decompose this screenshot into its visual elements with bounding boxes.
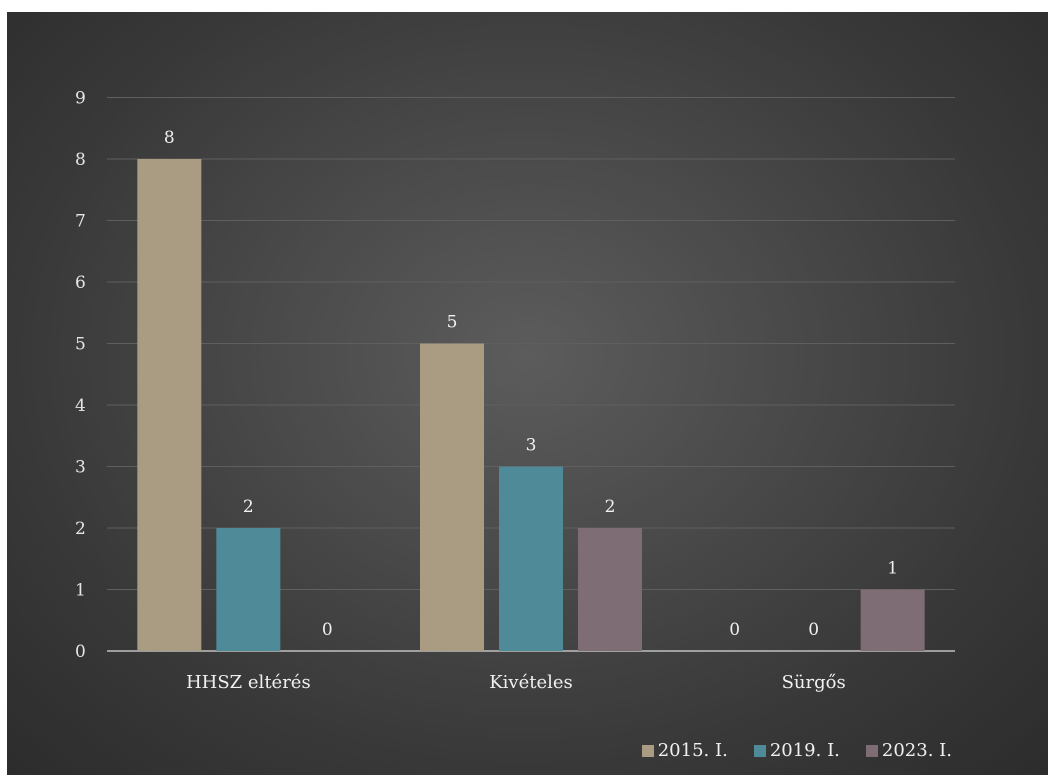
- bar: [860, 589, 925, 651]
- bar-chart: 0 1 2 3 4 5 6 7 8 9 8 2 0 5 3 2 0 0 1 HHSZ eltérés Kivétel…: [75, 89, 955, 693]
- data-label: 0: [729, 620, 740, 640]
- legend-item: 2023. I.: [865, 740, 952, 761]
- legend-item: 2019. I.: [753, 740, 840, 761]
- y-tick-label: 5: [75, 335, 86, 355]
- y-tick-label: 6: [75, 273, 86, 293]
- category-label: HHSZ eltérés: [186, 672, 311, 693]
- bar: [137, 159, 202, 651]
- data-label: 2: [605, 497, 616, 517]
- y-tick-label: 0: [75, 642, 86, 662]
- legend-label: 2019. I.: [769, 740, 840, 761]
- data-label: 3: [526, 436, 537, 456]
- bars: [137, 159, 925, 651]
- chart-area: 0 1 2 3 4 5 6 7 8 9 8 2 0 5 3 2 0 0 1 HHSZ eltérés Kivétel…: [7, 12, 1048, 775]
- legend-swatch: [753, 744, 766, 757]
- legend-label: 2015. I.: [657, 740, 728, 761]
- category-label: Sürgős: [782, 672, 846, 693]
- y-tick-label: 1: [75, 581, 86, 601]
- data-label: 1: [887, 559, 898, 579]
- y-tick-label: 8: [75, 150, 86, 170]
- y-tick-label: 9: [75, 89, 86, 109]
- bar: [420, 343, 484, 651]
- legend-swatch: [865, 744, 878, 757]
- y-tick-label: 3: [75, 458, 86, 478]
- bar: [216, 528, 281, 651]
- category-labels: HHSZ eltérés Kivételes Sürgős: [186, 672, 846, 693]
- legend-item: 2015. I.: [641, 740, 728, 761]
- data-label: 8: [164, 128, 175, 148]
- legend-swatch: [641, 744, 654, 757]
- legend: 2015. I. 2019. I. 2023. I.: [641, 740, 952, 761]
- y-tick-label: 4: [75, 396, 86, 416]
- category-label: Kivételes: [489, 672, 573, 693]
- data-label: 0: [808, 620, 819, 640]
- bar: [578, 528, 642, 651]
- data-label: 2: [243, 497, 254, 517]
- y-axis-ticks: 0 1 2 3 4 5 6 7 8 9: [75, 89, 86, 663]
- y-tick-label: 2: [75, 519, 86, 539]
- data-label: 0: [322, 620, 333, 640]
- data-labels: 8 2 0 5 3 2 0 0 1: [164, 128, 898, 640]
- bar: [499, 466, 563, 651]
- y-tick-label: 7: [75, 212, 86, 232]
- data-label: 5: [447, 313, 458, 333]
- legend-label: 2023. I.: [881, 740, 952, 761]
